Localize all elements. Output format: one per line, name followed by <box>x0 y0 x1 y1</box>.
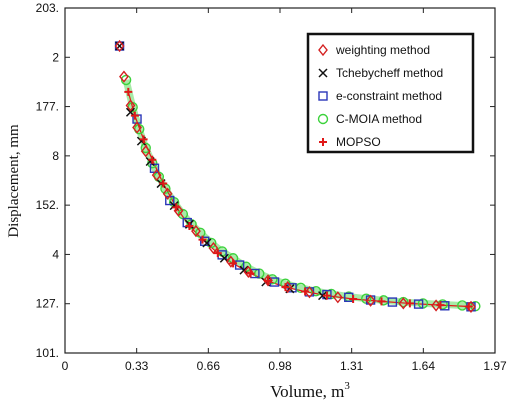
e-constraint-method-point <box>234 260 245 270</box>
mopso-point <box>301 287 310 296</box>
weighting-method-point <box>431 299 441 312</box>
mopso-point <box>159 179 168 188</box>
mopso-point <box>322 291 331 300</box>
x-axis-title-text: Volume, m <box>270 382 344 401</box>
y-tick-label: 152. <box>36 198 59 212</box>
y-tick-label: 2 <box>52 50 59 64</box>
x-axis-ticks: 0 0.33 0.66 0.98 1.31 1.64 1.97 <box>62 8 507 373</box>
weighting-method-point <box>114 39 125 53</box>
y-tick-label: 4 <box>52 247 59 261</box>
y-axis-title: Displacement, mm <box>6 124 22 238</box>
weighting-method-point <box>398 297 409 310</box>
legend-label: Tchebycheff method <box>336 66 443 80</box>
c-moia-method-point <box>240 261 252 272</box>
y-tick-label: 203. <box>36 1 59 15</box>
weighting-method-point <box>263 274 273 287</box>
mopso-point <box>185 222 194 231</box>
legend-label: weighting method <box>335 43 430 57</box>
mopso-point <box>263 277 272 286</box>
legend: weighting method Tchebycheff method e-cons… <box>306 32 475 154</box>
weighting-method-point <box>191 224 201 238</box>
weighting-method-point <box>151 168 162 182</box>
e-constraint-method-point <box>413 299 424 309</box>
x-axis-title-superscript: 3 <box>344 380 350 392</box>
x-axis-title: Volume, m3 <box>270 380 350 401</box>
mopso-point <box>172 203 181 212</box>
y-tick-label: 101. <box>36 346 59 360</box>
y-tick-label: 127. <box>36 297 59 311</box>
weighting-method-point <box>332 291 343 304</box>
weighting-method-point <box>125 99 136 112</box>
weighting-method-point <box>140 145 151 158</box>
y-tick-label: 177. <box>36 100 59 114</box>
c-moia-method-point <box>140 142 151 154</box>
y-tick-label: 8 <box>52 149 59 163</box>
mopso-point <box>229 259 238 268</box>
weighting-method-point <box>162 187 173 200</box>
legend-marker <box>318 68 328 78</box>
e-constraint-method-point <box>387 297 398 307</box>
x-tick-label: 1.97 <box>483 359 507 373</box>
c-moia-method-point <box>120 74 132 86</box>
legend-label: C-MOIA method <box>336 112 422 126</box>
mopso-point <box>148 155 157 164</box>
weighting-method-point <box>119 70 129 83</box>
legend-label: e-constraint method <box>336 89 442 103</box>
weighting-method-point <box>208 241 219 255</box>
legend-marker <box>319 138 327 146</box>
mopso-point <box>130 111 139 120</box>
x-tick-label: 0.66 <box>197 359 221 373</box>
c-moia-method-point <box>310 285 322 297</box>
weighting-method-point <box>365 294 376 307</box>
mopso-point <box>246 269 255 278</box>
legend-marker <box>317 113 329 125</box>
x-tick-label: 1.64 <box>412 359 436 373</box>
weighting-method-point <box>132 121 142 134</box>
mopso-point <box>349 295 358 304</box>
x-tick-label: 1.31 <box>340 359 364 373</box>
mopso-point <box>139 135 148 144</box>
legend-box <box>306 32 475 154</box>
mopso-point <box>198 235 207 244</box>
mopso-point <box>124 87 133 96</box>
y-axis-ticks: 101. 127. 4 152. 8 177. 2 203. <box>36 1 495 360</box>
x-tick-label: 0.98 <box>268 359 292 373</box>
mopso-point <box>377 297 386 306</box>
mopso-point <box>464 302 473 311</box>
data-marks <box>114 39 481 313</box>
mopso-point <box>281 283 290 292</box>
legend-label: MOPSO <box>336 135 381 149</box>
x-tick-label: 0.33 <box>125 359 149 373</box>
mopso-point <box>436 301 445 310</box>
legend-marker <box>318 91 328 101</box>
mopso-point <box>213 249 222 258</box>
x-tick-label: 0 <box>62 359 69 373</box>
legend-marker <box>318 43 328 57</box>
mopso-point <box>405 299 414 308</box>
tchebycheff-method-point <box>318 291 328 301</box>
